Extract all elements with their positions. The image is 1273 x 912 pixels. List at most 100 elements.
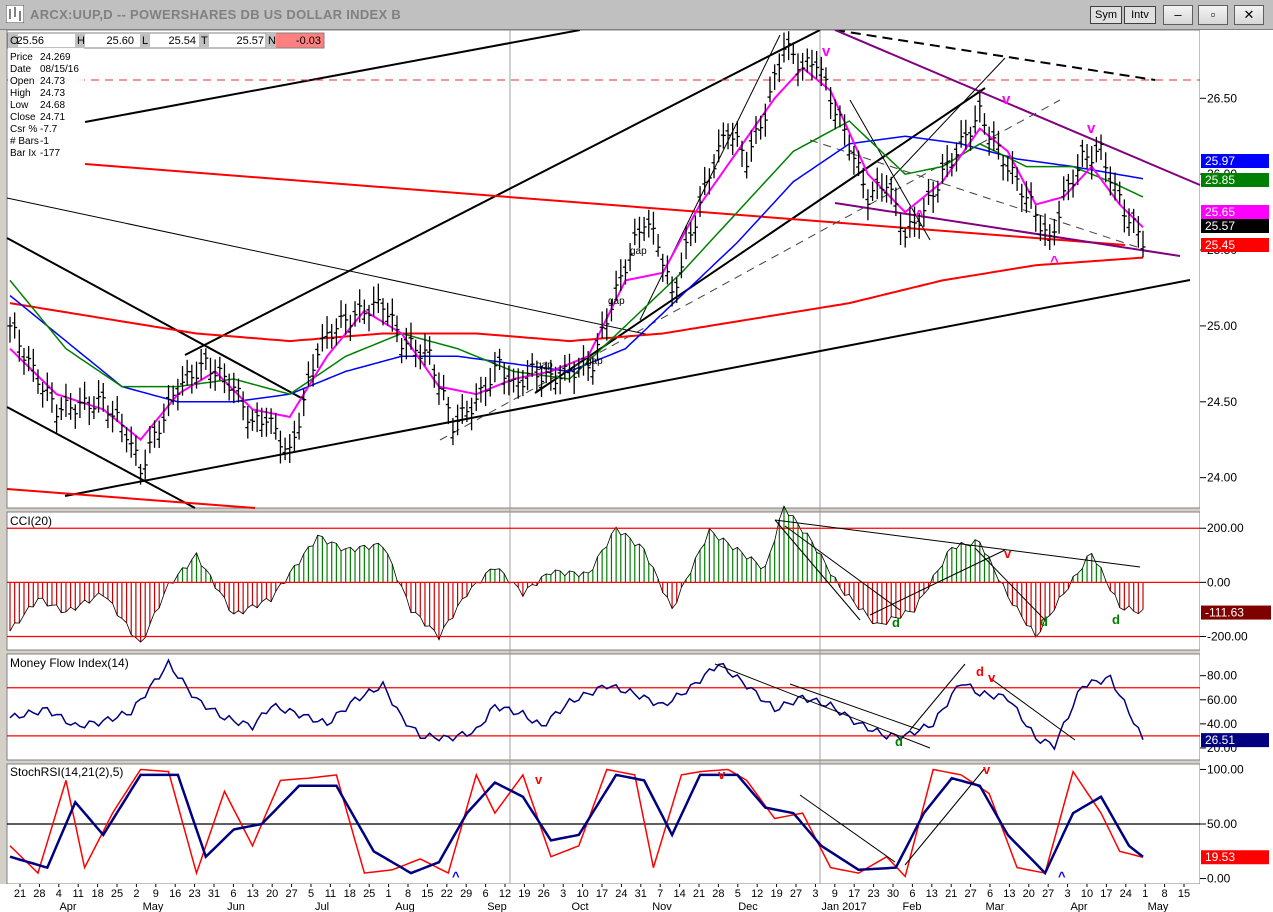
x-day-label: 27	[1042, 888, 1054, 900]
x-month-label: Jan 2017	[821, 901, 866, 912]
price-y-tick-label: 24.50	[1207, 395, 1237, 409]
price-bar	[156, 420, 162, 449]
x-day-label: 13	[926, 888, 938, 900]
price-bar	[413, 339, 419, 368]
price-bar	[333, 318, 339, 346]
symbol-button[interactable]: Sym	[1090, 6, 1122, 24]
x-day-label: 23	[867, 888, 879, 900]
x-day-label: 9	[832, 888, 838, 900]
x-day-label: 6	[987, 888, 993, 900]
price-bar	[180, 365, 186, 396]
price-bar	[273, 412, 279, 440]
price-bar	[674, 277, 680, 304]
low-value: 25.54	[168, 35, 196, 47]
close-button[interactable]: ✕	[1234, 5, 1264, 25]
price-bar	[580, 345, 586, 376]
price-bar	[846, 134, 852, 161]
price-bar	[515, 368, 521, 399]
price-bar	[795, 53, 801, 87]
restore-button[interactable]: ▫	[1198, 5, 1228, 25]
x-month-label: Oct	[571, 901, 588, 912]
price-bar	[1112, 172, 1118, 201]
price-bar	[1135, 216, 1141, 248]
x-day-label: 17	[848, 888, 860, 900]
cci-value-tag	[1201, 605, 1271, 620]
chart-canvas[interactable]: gap gap gap gap v v v ^ ^ O 25.56 H 25.6…	[0, 30, 1273, 912]
x-day-label: 28	[712, 888, 724, 900]
price-bar	[1079, 139, 1085, 168]
price-bar	[716, 129, 722, 163]
minimize-button[interactable]: –	[1163, 5, 1193, 25]
price-bar	[814, 50, 820, 79]
price-bar	[282, 437, 288, 461]
price-bar	[240, 391, 246, 421]
price-bar	[842, 114, 848, 146]
ohlc-header: O 25.56 H 25.60 L 25.54 T 25.57 N -0.03	[7, 32, 325, 49]
price-bar	[926, 178, 932, 205]
price-bar	[371, 286, 377, 317]
interval-button[interactable]: Intv	[1124, 6, 1156, 24]
ema-red-line	[9, 256, 1144, 343]
price-bar	[828, 86, 834, 120]
price-bar	[441, 374, 447, 401]
data-window-label: # Bars	[10, 136, 39, 147]
x-day-label: 10	[1081, 888, 1093, 900]
price-bar	[417, 344, 423, 370]
price-bar	[1093, 136, 1099, 163]
buy-mark-1: ^	[915, 207, 924, 224]
price-bar	[576, 357, 582, 378]
sell-mark-2: v	[1002, 91, 1011, 108]
price-bar	[772, 64, 778, 90]
price-bar	[669, 276, 675, 307]
price-bar	[478, 376, 484, 403]
price-y-tick-label: 24.00	[1207, 471, 1237, 485]
price-bar	[655, 234, 661, 257]
price-bar	[781, 32, 787, 63]
x-day-label: 27	[964, 888, 976, 900]
price-bar	[898, 213, 904, 246]
price-bar	[483, 377, 489, 407]
price-bar	[622, 259, 628, 285]
stoch-value-label: 19.53	[1205, 850, 1235, 864]
price-bar	[385, 302, 391, 326]
price-bar	[562, 354, 568, 381]
price-bar	[893, 187, 899, 217]
data-window-value: 24.71	[40, 112, 65, 123]
high-label: H	[77, 35, 85, 47]
price-bar	[249, 409, 255, 431]
price-bar	[110, 400, 116, 433]
price-bar	[366, 304, 372, 332]
price-tag-box	[1201, 238, 1269, 252]
mfi-trendlines	[714, 663, 1076, 749]
stoch-title: StochRSI(14,21(2),5)	[10, 765, 123, 779]
price-bar	[114, 396, 120, 423]
price-bar	[147, 425, 153, 454]
price-annotations: gap gap gap gap	[536, 246, 647, 371]
price-bar	[870, 181, 876, 201]
ema-blue-line	[9, 135, 1144, 403]
price-bar	[12, 312, 18, 339]
price-bar	[991, 121, 997, 152]
price-panel-bg	[6, 30, 1201, 509]
x-day-label: 2	[133, 888, 139, 900]
price-bar	[287, 433, 293, 463]
cci-y-axis: 200.00 0.00 -200.00 -111.63	[1200, 521, 1271, 643]
stoch-up-mark-1: ^	[452, 869, 460, 884]
price-bar	[142, 449, 148, 482]
x-day-label: 3	[1065, 888, 1071, 900]
x-day-label: 12	[499, 888, 511, 900]
x-day-label: 13	[1003, 888, 1015, 900]
x-month-label: Jun	[227, 901, 245, 912]
close-icon: ✕	[1243, 7, 1255, 22]
price-y-tick-label: 26.50	[1207, 91, 1237, 105]
price-bar	[884, 175, 890, 203]
cci-signal-marks: d d d v	[892, 546, 1120, 630]
price-bar	[865, 189, 871, 221]
price-tag-box	[1201, 219, 1269, 233]
price-bar	[427, 336, 433, 365]
price-bar	[1005, 155, 1011, 182]
gap-label-1: gap	[608, 296, 625, 307]
price-bar	[739, 140, 745, 168]
price-tag-label: 25.45	[1205, 238, 1235, 252]
